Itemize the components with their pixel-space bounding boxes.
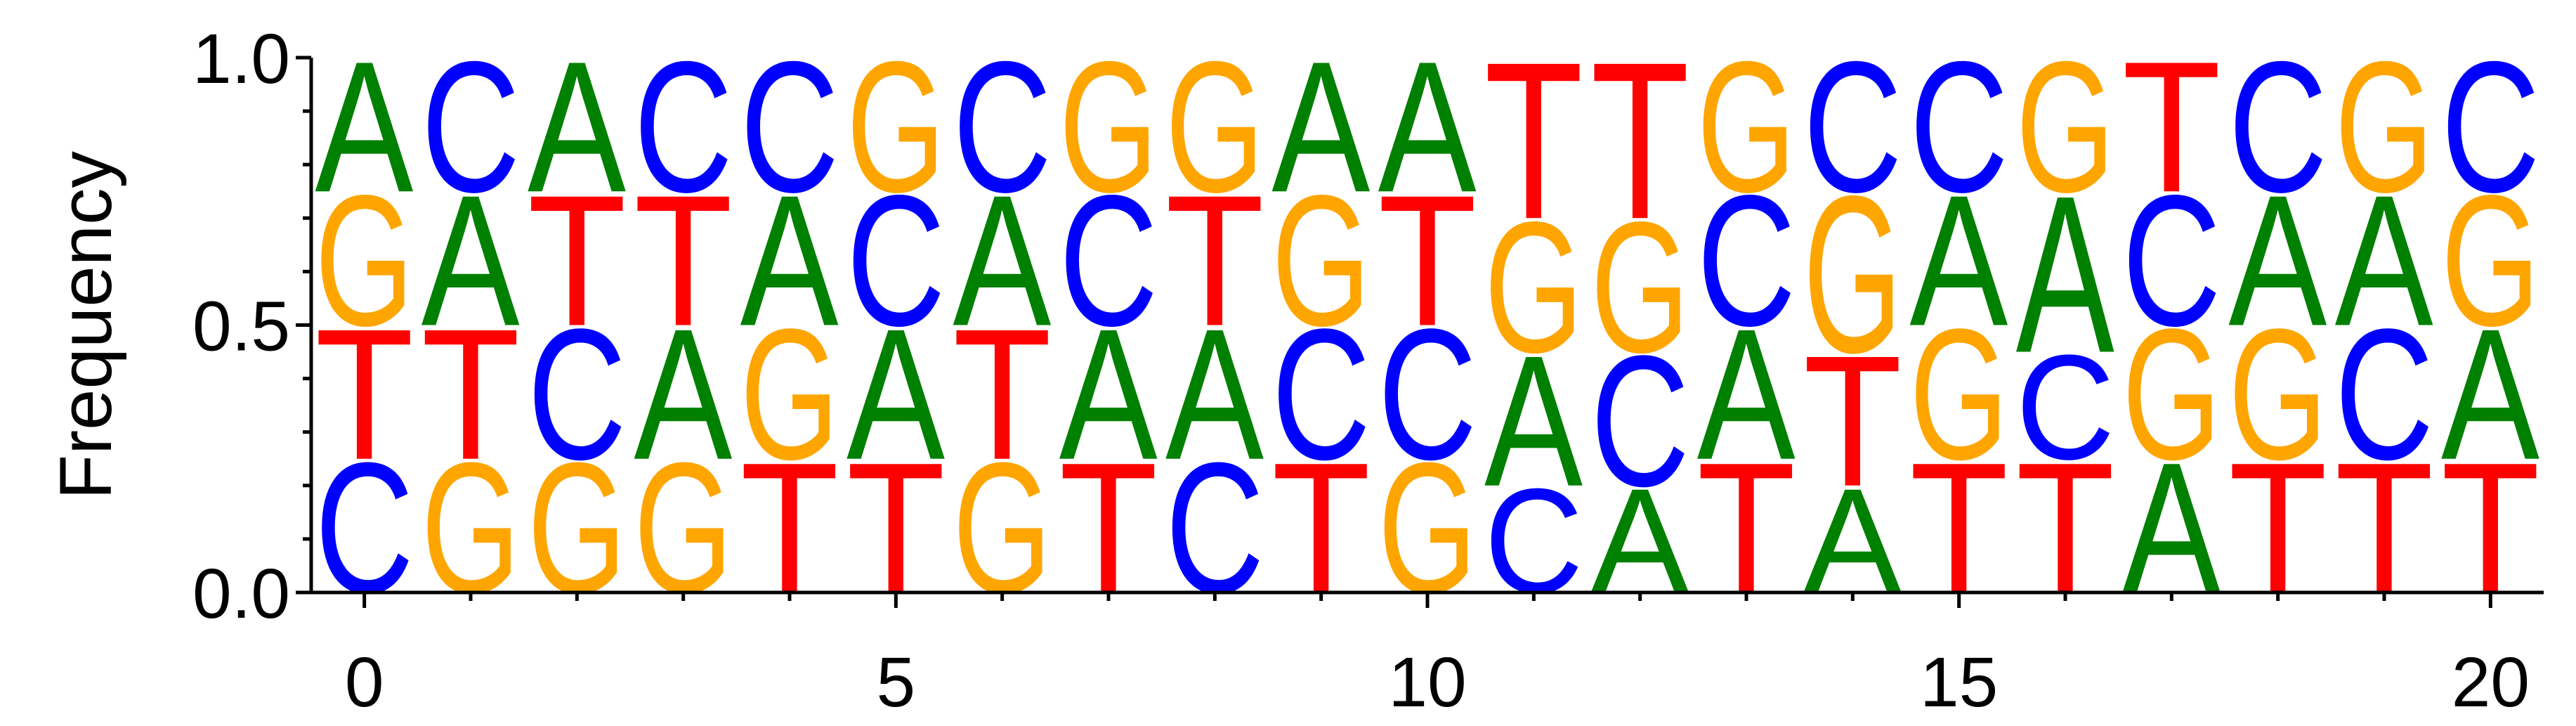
- logo-letter-c: C: [421, 23, 521, 231]
- y-axis-label: Frequency: [45, 150, 127, 500]
- y-tick-label: 0.0: [192, 555, 290, 633]
- logo-letter-t: T: [528, 156, 627, 365]
- logo-letter-g: G: [1803, 148, 1902, 399]
- logo-letter-t: T: [634, 156, 733, 365]
- logo-letter-a: A: [1165, 290, 1264, 498]
- logo-letter-g: G: [1909, 290, 2008, 499]
- y-tick-label: 0.5: [192, 287, 290, 366]
- logo-letter-t: T: [2122, 22, 2221, 231]
- logo-letter-g: G: [1165, 23, 1264, 232]
- logo-letter-g: G: [846, 23, 946, 232]
- logo-letter-g: G: [2122, 290, 2221, 499]
- logo-letter-t: T: [1378, 156, 1477, 365]
- logo-letter-g: G: [740, 290, 839, 499]
- logo-letter-t: T: [421, 290, 521, 498]
- logo-letter-a: A: [2335, 156, 2433, 365]
- logo-letter-a: A: [1697, 290, 1796, 498]
- logo-letter-c: C: [740, 23, 839, 231]
- logo-letter-a: A: [2441, 290, 2539, 498]
- logo-letter-a: A: [1909, 156, 2008, 365]
- logo-letter-a: A: [634, 290, 732, 498]
- logo-letter-a: A: [421, 156, 520, 365]
- logo-letter-c: C: [2335, 290, 2434, 498]
- y-tick-label: 1.0: [192, 20, 290, 98]
- logo-letter-g: G: [1697, 23, 1796, 232]
- logo-letter-c: C: [1909, 23, 2008, 231]
- logo-letter-a: A: [1271, 22, 1370, 231]
- x-tick-label: 5: [877, 643, 916, 722]
- logo-letter-t: T: [1803, 316, 1902, 525]
- logo-letter-a: A: [953, 156, 1051, 365]
- logo-letter-c: C: [1271, 290, 1371, 498]
- logo-letter-c: C: [846, 157, 946, 365]
- logo-letter-a: A: [846, 290, 945, 498]
- logo-letter-a: A: [528, 22, 626, 231]
- logo-letter-c: C: [2228, 23, 2327, 231]
- ticks-layer: 0 5 10 15 20 0.0 0.5 1.0: [192, 20, 2530, 722]
- logo-letter-c: C: [1803, 23, 1902, 231]
- logo-letter-a: A: [740, 156, 839, 365]
- logo-letter-c: C: [1059, 157, 1158, 365]
- logo-letter-a: A: [1484, 316, 1583, 525]
- logo-letter-g: G: [2016, 23, 2115, 232]
- logo-letter-a: A: [315, 22, 413, 231]
- logo-letter-c: C: [1697, 157, 1796, 365]
- logo-letter-a: A: [2016, 150, 2115, 400]
- letters-layer: CTGAGTACGCTAGATCTGACTACGGTACTACGCATGTCGA…: [315, 15, 2539, 633]
- logo-letter-c: C: [2016, 324, 2115, 491]
- logo-letter-g: G: [315, 157, 414, 365]
- logo-letter-c: C: [528, 290, 627, 498]
- logo-letter-t: T: [953, 290, 1052, 498]
- x-tick-label: 0: [345, 643, 384, 722]
- x-tick-label: 15: [1920, 643, 1998, 722]
- logo-letter-g: G: [1059, 23, 1158, 232]
- logo-letter-a: A: [1378, 22, 1477, 231]
- logo-letter-t: T: [315, 290, 414, 498]
- logo-letter-g: G: [2228, 290, 2327, 499]
- logo-letter-t: T: [1165, 156, 1264, 365]
- logo-letter-t: T: [1484, 15, 1583, 266]
- logo-letter-c: C: [1590, 317, 1689, 525]
- logo-letter-g: G: [1590, 183, 1689, 392]
- logo-letter-t: T: [1590, 15, 1689, 266]
- logo-letter-g: G: [2441, 157, 2540, 365]
- logo-letter-c: C: [2441, 23, 2540, 231]
- logo-letter-c: C: [1378, 290, 1477, 498]
- logo-letter-c: C: [634, 23, 733, 231]
- logo-letter-g: G: [2335, 23, 2434, 232]
- logo-letter-a: A: [2228, 156, 2327, 365]
- logo-letter-c: C: [953, 23, 1052, 231]
- logo-letter-a: A: [1059, 290, 1158, 498]
- logo-letter-c: C: [2122, 157, 2221, 365]
- x-tick-label: 20: [2452, 643, 2530, 722]
- logo-letter-g: G: [1271, 157, 1371, 365]
- x-tick-label: 10: [1388, 643, 1466, 722]
- logo-letter-g: G: [1484, 183, 1583, 392]
